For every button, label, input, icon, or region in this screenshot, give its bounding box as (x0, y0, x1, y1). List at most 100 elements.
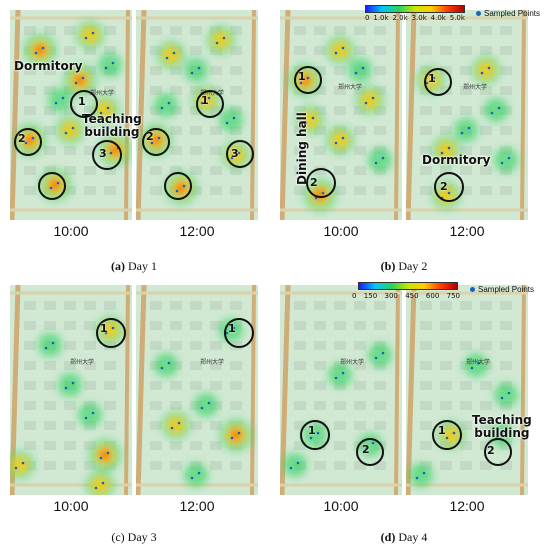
time-label: 12:00 (179, 223, 215, 239)
map-day4-1200 (406, 285, 528, 495)
highlight-circle (92, 140, 122, 170)
campus-label: 郑州大学 (200, 359, 225, 366)
tick: 2.0k (392, 14, 408, 22)
teaching-line1: Teaching (472, 413, 532, 427)
sampled-point-icon (470, 287, 475, 292)
highlight-circle (224, 318, 254, 348)
time-label: 10:00 (323, 223, 359, 239)
highlight-circle (432, 420, 462, 450)
highlight-circle (96, 318, 126, 348)
tick: 1.0k (373, 14, 389, 22)
teaching-building-label: Teaching building (82, 113, 142, 139)
map-day3-1200 (136, 285, 258, 495)
colorbar-ticks-top: 0 1.0k 2.0k 3.0k 4.0k 5.0k (365, 14, 465, 22)
sampled-point-icon (476, 11, 481, 16)
dormitory-label: Dormitory (422, 153, 491, 167)
time-label: 10:00 (53, 498, 89, 514)
time-label: 12:00 (449, 223, 485, 239)
campus-label: 郑州大学 (340, 359, 365, 366)
sampled-points-legend-bottom: Sampled Points (470, 285, 534, 294)
campus-label: 郑州大学 (338, 84, 363, 91)
teaching-building-label: Teaching building (472, 414, 532, 440)
highlight-circle (424, 68, 452, 96)
map-day1-1000 (10, 10, 132, 220)
map-day3-1000 (10, 285, 132, 495)
circle-number: 2 (18, 132, 26, 145)
tick: 450 (405, 292, 419, 300)
highlight-circle (142, 128, 170, 156)
tick: 300 (384, 292, 398, 300)
circle-number: 1 (298, 70, 306, 83)
map-day1-1200 (136, 10, 258, 220)
highlight-circle (226, 140, 254, 168)
tick: 0 (365, 14, 370, 22)
highlight-circle (300, 420, 330, 450)
time-label: 10:00 (53, 223, 89, 239)
caption-letter: (b) (380, 259, 396, 273)
highlight-circle (70, 90, 98, 118)
tick: 4.0k (430, 14, 446, 22)
circle-number: 2 (440, 180, 448, 193)
caption-text: Day 1 (128, 259, 157, 273)
tick: 750 (446, 292, 460, 300)
map-day4-1000 (280, 285, 402, 495)
heatmap-svg (136, 285, 258, 495)
circle-number: 1 (308, 424, 316, 437)
highlight-circle (484, 438, 512, 466)
caption-text: Day 2 (398, 259, 428, 273)
tick: 150 (363, 292, 378, 300)
circle-number: 3 (231, 147, 239, 160)
colorbar (358, 282, 458, 290)
circle-number: 1 (100, 322, 108, 335)
caption-text: Day 3 (127, 530, 157, 544)
circle-number: 2 (310, 176, 318, 189)
colorbar-bottom (358, 282, 458, 290)
highlight-circle (294, 66, 322, 94)
colorbar (365, 5, 465, 13)
caption-day1: (a) Day 1 (34, 259, 234, 274)
heatmap-svg (10, 10, 132, 220)
highlight-circle (196, 90, 224, 118)
tick: 600 (425, 292, 440, 300)
circle-number: 1 (78, 95, 86, 108)
dining-hall-label: Dining hall (295, 112, 309, 185)
teaching-line2: building (84, 125, 140, 139)
caption-letter: (d) (380, 530, 396, 544)
colorbar-top (365, 5, 465, 13)
circle-number: 3 (99, 147, 107, 160)
caption-letter: (c) (111, 530, 125, 544)
caption-day2: (b) Day 2 (304, 259, 504, 274)
heatmap-svg (406, 10, 528, 220)
heatmap-svg (10, 285, 132, 495)
highlight-circle (14, 128, 42, 156)
sampled-points-legend-top: Sampled Points (476, 9, 540, 18)
highlight-circle (434, 172, 464, 202)
circle-number: 2 (487, 444, 495, 457)
sampled-points-label: Sampled Points (478, 285, 535, 294)
campus-label: 郑州大学 (466, 359, 491, 366)
campus-label: 郑州大学 (70, 359, 95, 366)
tick: 0 (352, 292, 357, 300)
caption-text: Day 4 (398, 530, 428, 544)
caption-day3: (c) Day 3 (34, 530, 234, 545)
teaching-line1: Teaching (82, 112, 142, 126)
highlight-circle (306, 168, 336, 198)
time-label: 12:00 (179, 498, 215, 514)
tick: 5.0k (449, 14, 465, 22)
highlight-circle (164, 172, 192, 200)
heatmap-svg (280, 285, 402, 495)
circle-number: 1 (428, 72, 436, 85)
circle-number: 1 (201, 94, 209, 107)
campus-label: 郑州大学 (463, 84, 488, 91)
campus-label: 郑州大学 (90, 90, 115, 97)
circle-number: 2 (146, 130, 154, 143)
heatmap-svg (136, 10, 258, 220)
caption-letter: (a) (111, 259, 125, 273)
circle-number: 2 (362, 443, 370, 456)
time-label: 10:00 (323, 498, 359, 514)
highlight-circle (38, 172, 66, 200)
sampled-points-label: Sampled Points (484, 9, 541, 18)
caption-day4: (d) Day 4 (304, 530, 504, 545)
circle-number: 1 (438, 424, 446, 437)
time-label: 12:00 (449, 498, 485, 514)
